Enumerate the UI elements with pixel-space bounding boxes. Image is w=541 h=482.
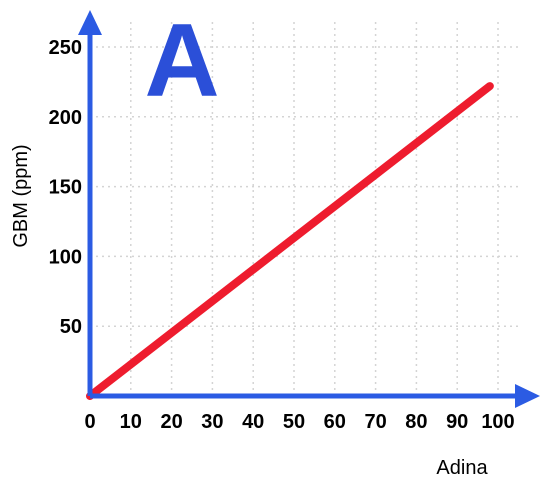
y-tick-label: 250 bbox=[49, 37, 82, 59]
x-axis-arrow-icon bbox=[515, 384, 540, 408]
y-tick-label: 150 bbox=[49, 177, 82, 199]
x-tick-label: 0 bbox=[84, 411, 95, 433]
panel-label: A bbox=[144, 3, 219, 119]
x-tick-label: 70 bbox=[364, 411, 386, 433]
x-tick-label: 10 bbox=[120, 411, 142, 433]
x-tick-label: 60 bbox=[324, 411, 346, 433]
x-tick-label: 80 bbox=[405, 411, 427, 433]
x-tick-label: 50 bbox=[283, 411, 305, 433]
x-tick-label: 20 bbox=[160, 411, 182, 433]
y-tick-labels: 50 100 150 200 250 bbox=[49, 37, 82, 338]
y-tick-label: 200 bbox=[49, 107, 82, 129]
y-axis-arrow-icon bbox=[78, 10, 102, 35]
series-line bbox=[90, 86, 490, 396]
x-tick-label: 40 bbox=[242, 411, 264, 433]
y-axis-label: GBM (ppm) bbox=[10, 144, 32, 247]
series-layer bbox=[90, 86, 490, 396]
y-tick-label: 100 bbox=[49, 246, 82, 268]
x-tick-label: 30 bbox=[201, 411, 223, 433]
x-axis-label: Adina bbox=[436, 457, 488, 479]
x-tick-labels: 0 10 20 30 40 50 60 70 80 90 100 bbox=[84, 411, 514, 433]
x-tick-label: 100 bbox=[481, 411, 514, 433]
y-tick-label: 50 bbox=[60, 316, 82, 338]
x-tick-label: 90 bbox=[446, 411, 468, 433]
